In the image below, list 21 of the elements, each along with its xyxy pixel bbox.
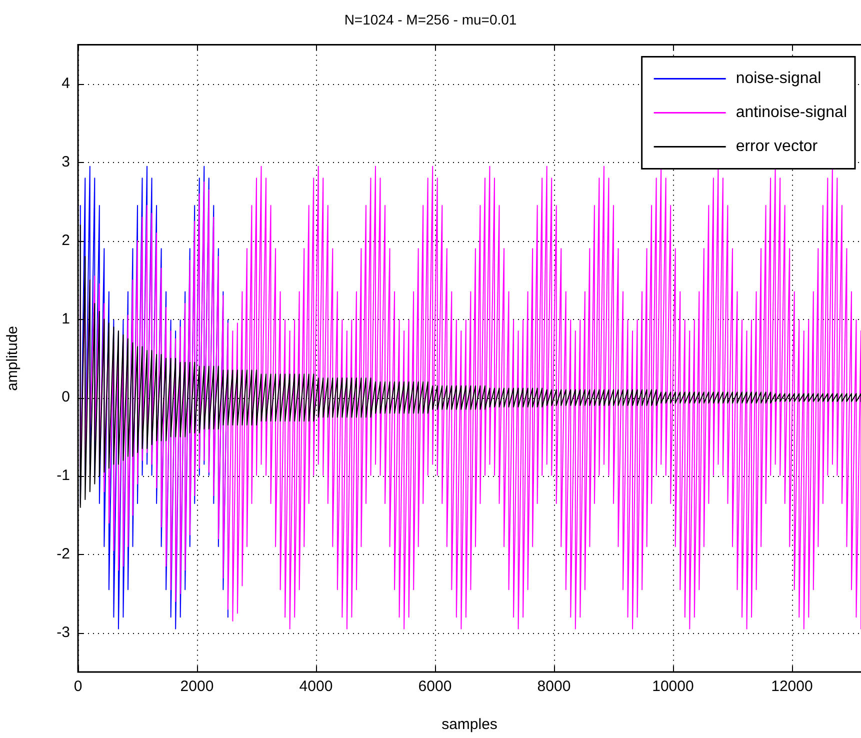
x-tick-label: 6000 [418, 678, 452, 696]
x-tick-label: 0 [74, 678, 82, 696]
x-tick-label: 2000 [180, 678, 214, 696]
x-tick-label: 10000 [652, 678, 694, 696]
legend-label: antinoise-signal [736, 104, 848, 122]
y-axis-title: amplitude [4, 326, 22, 391]
x-axis-title: samples [442, 716, 498, 734]
y-tick-label: 4 [62, 75, 70, 92]
y-tick-label: 0 [62, 388, 70, 406]
y-tick-label: -1 [56, 467, 70, 484]
x-tick-label: 8000 [537, 678, 571, 696]
y-tick-label: -3 [56, 624, 70, 641]
y-tick-label: 2 [62, 232, 70, 249]
chart-title: N=1024 - M=256 - mu=0.01 [344, 11, 517, 28]
legend-label: error vector [736, 138, 818, 156]
x-tick-label: 12000 [771, 678, 813, 696]
y-tick-label: 1 [62, 310, 70, 328]
y-tick-label: -2 [56, 546, 70, 563]
legend-label: noise-signal [736, 70, 822, 88]
y-tick-label: 3 [62, 154, 70, 171]
x-tick-label: 4000 [299, 678, 333, 696]
